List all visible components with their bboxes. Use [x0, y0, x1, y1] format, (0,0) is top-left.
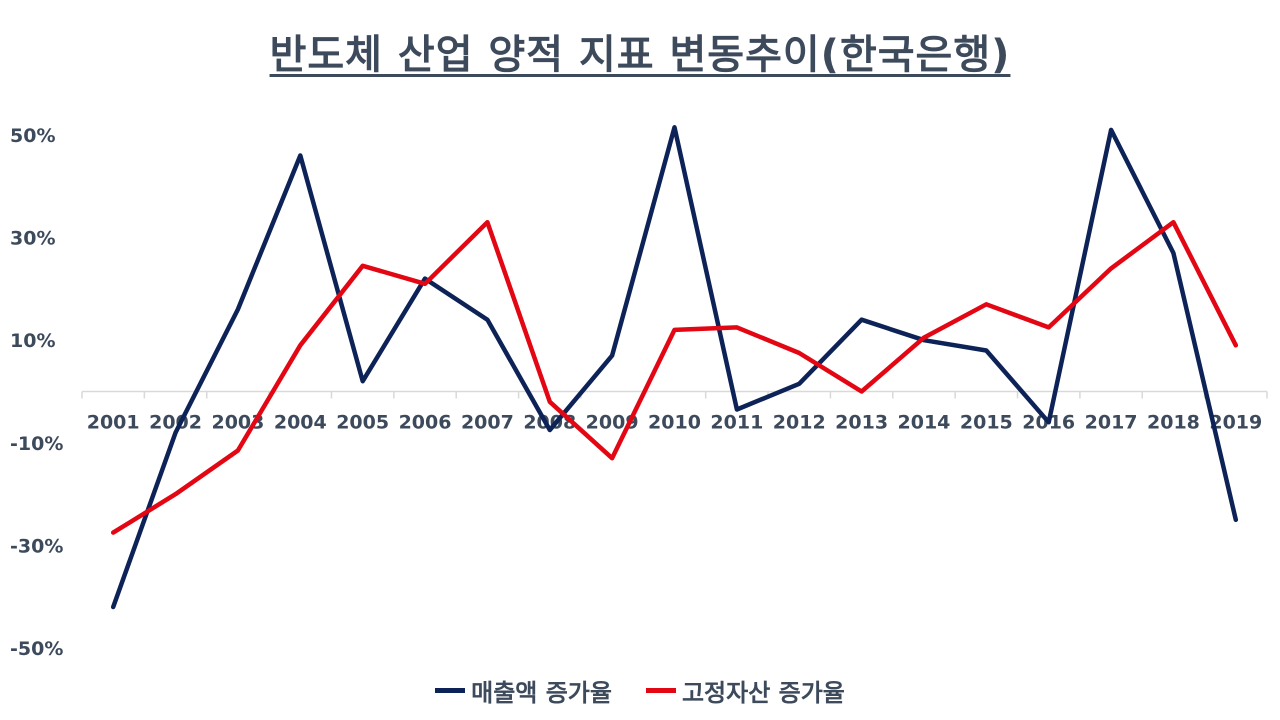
x-tick-label: 2014	[898, 412, 951, 434]
series-line-1	[110, 125, 1239, 610]
x-tick-label: 2018	[1147, 412, 1200, 434]
legend-swatch	[645, 687, 676, 693]
chart-title: 반도체 산업 양적 지표 변동추이(한국은행)	[269, 32, 1011, 78]
x-tick-label: 2004	[274, 412, 327, 434]
y-axis-ticks: -50% -30% -10% 10% 30% 50%	[10, 125, 63, 660]
x-tick-label: 2007	[461, 412, 514, 434]
y-tick-label: 50%	[10, 125, 55, 147]
legend-item-2: 고정자산 증가율	[645, 673, 845, 708]
x-tick-label: 2017	[1085, 412, 1138, 434]
x-tick-label: 2013	[835, 412, 888, 434]
legend-label: 고정자산 증가율	[681, 678, 845, 707]
legend: 매출액 증가율 고정자산 증가율	[0, 670, 1280, 710]
y-tick-label: 10%	[10, 330, 55, 352]
x-tick-label: 2002	[149, 412, 202, 434]
legend-item-1: 매출액 증가율	[435, 673, 612, 708]
x-tick-label: 2019	[1209, 412, 1262, 434]
series-line-2	[110, 219, 1239, 535]
y-tick-label: 30%	[10, 228, 55, 250]
series-lines	[110, 125, 1239, 610]
y-tick-label: -50%	[10, 638, 63, 660]
y-tick-label: -30%	[10, 535, 63, 557]
legend-swatch	[435, 687, 466, 693]
line-chart: -50%-30%-10%10%30%50% 2001 2002 2003 2004 20…	[10, 125, 1268, 660]
x-tick-label: 2001	[87, 412, 140, 434]
legend-label: 매출액 증가율	[471, 678, 612, 707]
x-tick-label: 2005	[336, 412, 389, 434]
y-tick-label: -10%	[10, 433, 63, 455]
x-tick-label: 2006	[399, 412, 452, 434]
x-tick-label: 2015	[960, 412, 1013, 434]
x-tick-label: 2012	[773, 412, 826, 434]
x-tick-label: 2010	[648, 412, 701, 434]
x-tick-label: 2011	[710, 412, 763, 434]
